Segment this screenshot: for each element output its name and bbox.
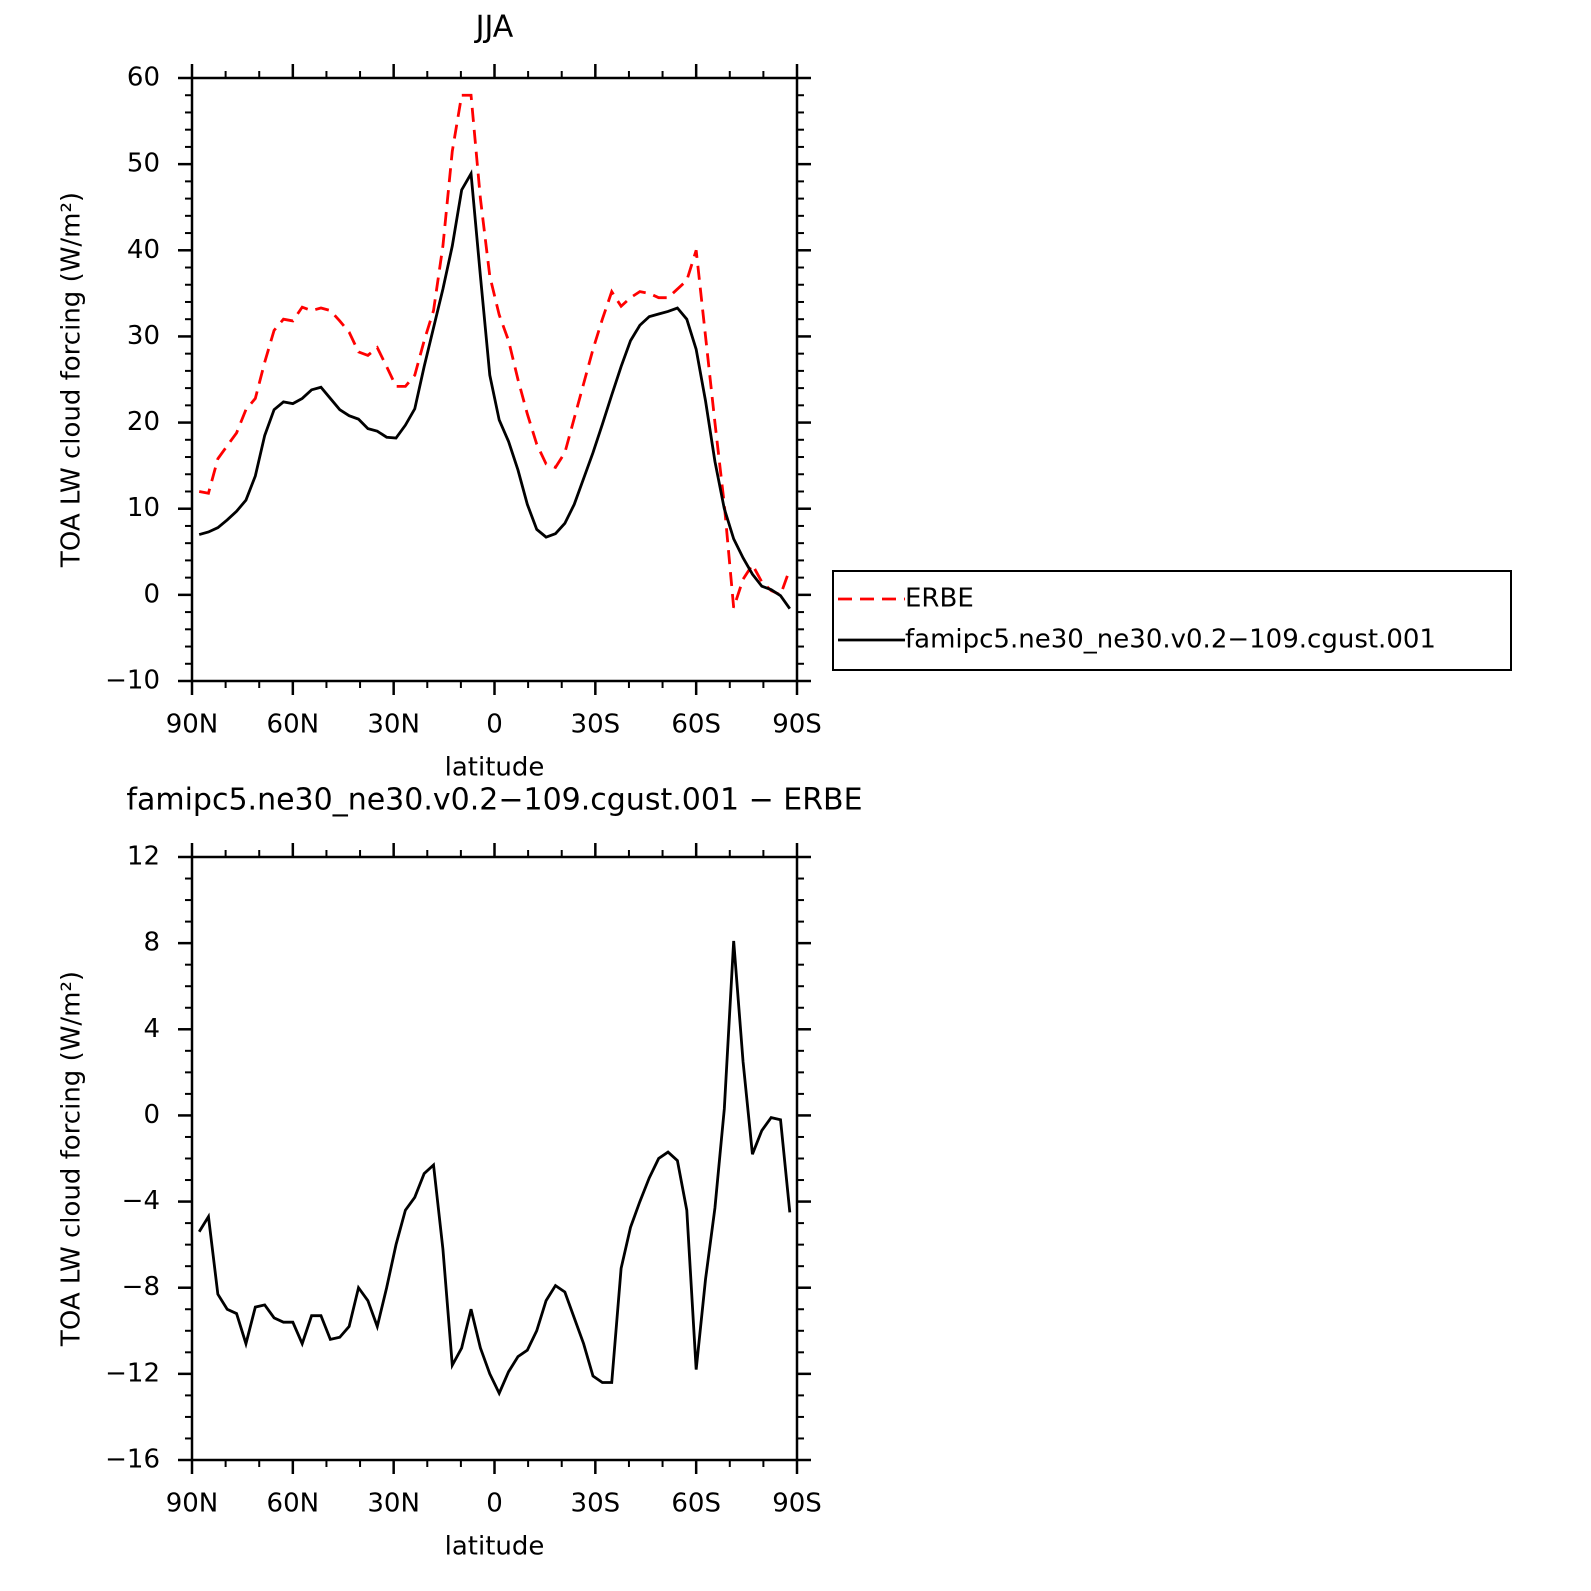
y-tick-label: 0 bbox=[143, 1100, 160, 1130]
x-axis-label: latitude bbox=[445, 1532, 545, 1562]
x-tick-label: 90S bbox=[772, 710, 822, 740]
x-tick-label: 90S bbox=[772, 1489, 822, 1519]
y-tick-label: 50 bbox=[127, 149, 160, 179]
y-tick-label: −8 bbox=[122, 1272, 160, 1302]
y-tick-label: −12 bbox=[105, 1358, 160, 1388]
x-tick-label: 60N bbox=[267, 710, 320, 740]
legend-label: famipc5.ne30_ne30.v0.2−109.cgust.001 bbox=[905, 625, 1436, 655]
x-tick-label: 0 bbox=[486, 710, 503, 740]
x-tick-label: 60S bbox=[671, 710, 721, 740]
y-tick-label: 0 bbox=[143, 579, 160, 609]
y-tick-label: 20 bbox=[127, 407, 160, 437]
legend-label: ERBE bbox=[905, 584, 974, 614]
plot-frame bbox=[190, 855, 799, 1462]
x-tick-label: 60N bbox=[267, 1489, 320, 1519]
series-line bbox=[198, 169, 791, 610]
y-tick-label: 60 bbox=[127, 63, 160, 93]
x-tick-label: 30S bbox=[571, 710, 621, 740]
x-tick-label: 90N bbox=[166, 1489, 219, 1519]
x-tick-label: 30S bbox=[571, 1489, 621, 1519]
chart-title: JJA bbox=[474, 10, 514, 45]
y-tick-label: 8 bbox=[143, 928, 160, 958]
y-tick-label: 4 bbox=[143, 1014, 160, 1044]
series-line bbox=[198, 940, 792, 1397]
x-tick-label: 30N bbox=[367, 710, 420, 740]
y-tick-label: −10 bbox=[105, 666, 160, 696]
x-tick-label: 60S bbox=[671, 1489, 721, 1519]
x-tick-label: 90N bbox=[166, 710, 219, 740]
legend-box bbox=[832, 570, 1512, 671]
y-axis-label: TOA LW cloud forcing (W/m²) bbox=[57, 971, 87, 1347]
y-tick-label: 40 bbox=[127, 235, 160, 265]
series-line bbox=[198, 93, 792, 609]
x-axis-label: latitude bbox=[445, 753, 545, 783]
y-tick-label: −16 bbox=[105, 1445, 160, 1475]
y-tick-label: −4 bbox=[122, 1186, 160, 1216]
plot-frame bbox=[190, 76, 799, 683]
x-tick-label: 30N bbox=[367, 1489, 420, 1519]
y-tick-label: 30 bbox=[127, 321, 160, 351]
chart-title: famipc5.ne30_ne30.v0.2−109.cgust.001 − E… bbox=[126, 783, 862, 818]
x-tick-label: 0 bbox=[486, 1489, 503, 1519]
y-axis-label: TOA LW cloud forcing (W/m²) bbox=[57, 192, 87, 568]
y-tick-label: 10 bbox=[127, 493, 160, 523]
y-tick-label: 12 bbox=[127, 842, 160, 872]
